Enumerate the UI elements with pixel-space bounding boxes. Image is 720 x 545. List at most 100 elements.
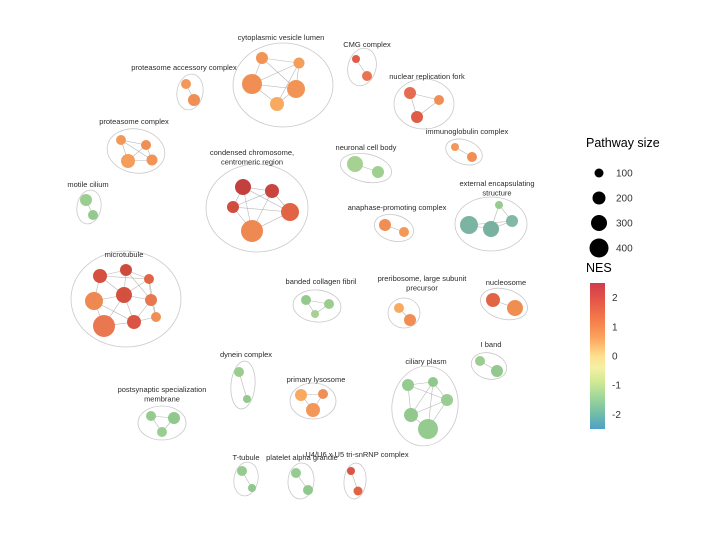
cluster-label: microtubule: [105, 250, 144, 259]
pathway-node[interactable]: [460, 216, 478, 234]
pathway-node[interactable]: [353, 486, 363, 496]
pathway-node[interactable]: [116, 287, 132, 303]
pathway-node[interactable]: [434, 95, 444, 105]
cluster-label: neuronal cell body: [336, 143, 397, 152]
cluster-label: preribosome, large subunit: [378, 274, 468, 283]
pathway-cluster: ciliary plasm: [391, 357, 459, 447]
pathway-node[interactable]: [428, 377, 438, 387]
cluster-label: centromeric region: [221, 158, 283, 167]
pathway-node[interactable]: [475, 356, 485, 366]
pathway-node[interactable]: [303, 485, 313, 495]
pathway-node[interactable]: [507, 300, 523, 316]
pathway-node[interactable]: [80, 194, 92, 206]
pathway-node[interactable]: [293, 57, 305, 69]
pathway-node[interactable]: [188, 94, 200, 106]
pathway-node[interactable]: [157, 427, 167, 437]
cluster-ellipse: [289, 382, 337, 420]
pathway-node[interactable]: [281, 203, 299, 221]
pathway-node[interactable]: [379, 219, 391, 231]
pathway-node[interactable]: [491, 365, 503, 377]
pathway-node[interactable]: [141, 140, 151, 150]
cluster-label: membrane: [144, 395, 180, 404]
pathway-node[interactable]: [248, 484, 256, 492]
pathway-node[interactable]: [467, 152, 477, 162]
pathway-node[interactable]: [394, 303, 404, 313]
cluster-ellipse: [454, 196, 528, 252]
cluster-label: banded collagen fibril: [286, 277, 357, 286]
pathway-node[interactable]: [404, 87, 416, 99]
pathway-node[interactable]: [234, 367, 244, 377]
pathway-node[interactable]: [347, 156, 363, 172]
cluster-ellipse: [391, 365, 459, 447]
pathway-node[interactable]: [85, 292, 103, 310]
pathway-node[interactable]: [291, 468, 301, 478]
pathway-node[interactable]: [352, 55, 360, 63]
pathway-node[interactable]: [486, 293, 500, 307]
pathway-node[interactable]: [270, 97, 284, 111]
pathway-node[interactable]: [404, 408, 418, 422]
pathway-node[interactable]: [506, 215, 518, 227]
pathway-node[interactable]: [295, 389, 307, 401]
pathway-node[interactable]: [451, 143, 459, 151]
cluster-label: cytoplasmic vesicle lumen: [238, 33, 325, 42]
legend-nes-title: NES: [586, 261, 612, 275]
cluster-label: nucleosome: [486, 278, 526, 287]
pathway-node[interactable]: [93, 315, 115, 337]
legend-size-circle: [592, 191, 606, 205]
pathway-node[interactable]: [404, 314, 416, 326]
pathway-node[interactable]: [265, 184, 279, 198]
pathway-node[interactable]: [241, 220, 263, 242]
pathway-node[interactable]: [168, 412, 180, 424]
pathway-node[interactable]: [372, 166, 384, 178]
pathway-node[interactable]: [441, 394, 453, 406]
pathway-cluster: motile cilium: [67, 180, 109, 225]
legend-size-value: 200: [616, 194, 633, 205]
pathway-node[interactable]: [324, 299, 334, 309]
pathway-node[interactable]: [301, 295, 311, 305]
pathway-node[interactable]: [116, 135, 126, 145]
pathway-node[interactable]: [237, 466, 247, 476]
pathway-node[interactable]: [227, 201, 239, 213]
pathway-node[interactable]: [151, 312, 161, 322]
pathway-cluster: neuronal cell body: [336, 143, 397, 184]
pathway-node[interactable]: [127, 315, 141, 329]
cluster-ellipse: [287, 462, 315, 500]
pathway-node[interactable]: [402, 379, 414, 391]
pathway-node[interactable]: [181, 79, 191, 89]
legend-size-value: 400: [616, 244, 633, 255]
pathway-node[interactable]: [121, 154, 135, 168]
pathway-node[interactable]: [146, 154, 158, 166]
pathway-node[interactable]: [88, 210, 98, 220]
pathway-node[interactable]: [399, 227, 409, 237]
pathway-node[interactable]: [306, 403, 320, 417]
pathway-node[interactable]: [495, 201, 503, 209]
pathway-node[interactable]: [318, 389, 328, 399]
pathway-node[interactable]: [483, 221, 499, 237]
pathway-cluster: U4/U6 x U5 tri-snRNP complex: [305, 450, 409, 500]
pathway-node[interactable]: [235, 179, 251, 195]
pathway-node[interactable]: [120, 264, 132, 276]
pathway-edge: [125, 269, 152, 301]
pathway-cluster: nucleosome: [480, 278, 528, 321]
pathway-node[interactable]: [411, 111, 423, 123]
cluster-ellipse: [292, 289, 342, 323]
pathway-node[interactable]: [311, 310, 319, 318]
pathway-node[interactable]: [144, 274, 154, 284]
pathway-node[interactable]: [256, 52, 268, 64]
legend-pathway-size: Pathway size 100 200 300 400: [586, 136, 660, 258]
pathway-node[interactable]: [243, 395, 251, 403]
pathway-node[interactable]: [287, 80, 305, 98]
pathway-node[interactable]: [242, 74, 262, 94]
cluster-ellipse: [347, 47, 377, 87]
pathway-node[interactable]: [93, 269, 107, 283]
pathway-node[interactable]: [362, 71, 372, 81]
pathway-node[interactable]: [418, 419, 438, 439]
pathway-edge: [261, 57, 300, 64]
pathway-cluster: immunoglobulin complex: [426, 127, 509, 166]
pathway-node[interactable]: [145, 294, 157, 306]
pathway-node[interactable]: [347, 467, 355, 475]
pathway-node[interactable]: [146, 411, 156, 421]
cluster-label: I band: [481, 340, 502, 349]
pathway-edge: [276, 62, 300, 105]
